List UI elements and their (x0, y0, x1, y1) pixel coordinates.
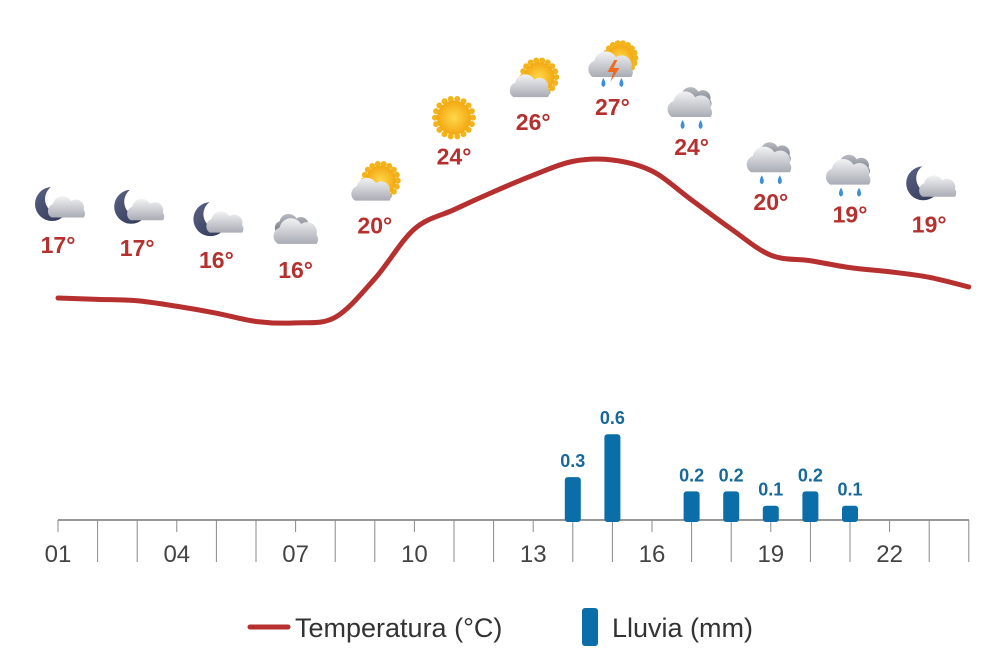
x-tick-label: 19 (757, 541, 784, 568)
moon-cloud-icon (906, 163, 957, 201)
temperature-label: 24° (674, 134, 709, 160)
temperature-label: 19° (912, 211, 947, 237)
temperature-label: 24° (437, 144, 472, 170)
rain-bar (564, 477, 581, 522)
rain-cloud-icon (667, 87, 713, 130)
temperature-label: 27° (595, 94, 630, 120)
x-tick-label: 01 (45, 541, 72, 568)
rain-bar (802, 491, 819, 522)
temperature-label: 19° (833, 202, 868, 228)
temperature-label: 17° (120, 235, 155, 261)
temperature-label: 26° (516, 109, 551, 135)
sun-cloud-icon (351, 160, 401, 201)
rain-bar (723, 491, 740, 522)
x-tick-label: 04 (163, 541, 190, 568)
temperature-label: 20° (753, 189, 788, 215)
legend-temperature-label: Temperatura (°C) (295, 613, 502, 643)
rain-label: 0.1 (837, 480, 862, 500)
rain-label: 0.2 (679, 465, 704, 485)
moon-cloud-icon (193, 199, 244, 237)
temperature-label: 17° (41, 232, 76, 258)
rain-bar (762, 505, 779, 522)
legend: Temperatura (°C) Lluvia (mm) (247, 608, 753, 646)
temperature-labels: 17° 17° 16° 16° 20° 24° 26° 27° 24° 20° 19° 19° (41, 94, 947, 283)
temperature-label: 16° (199, 247, 234, 273)
temperature-label: 16° (278, 257, 313, 283)
rain-labels: 0.3 0.6 0.2 0.2 0.1 0.2 0.1 (560, 408, 862, 500)
rain-label: 0.6 (600, 408, 625, 428)
sun-icon (432, 95, 476, 140)
weather-icons (35, 40, 957, 244)
rain-bars (564, 434, 858, 522)
legend-rain-swatch (582, 608, 598, 646)
rain-label: 0.3 (560, 451, 585, 471)
thunderstorm-icon (588, 40, 639, 87)
x-tick-label: 22 (876, 541, 903, 568)
rain-label: 0.1 (758, 480, 783, 500)
temperature-line (55, 156, 972, 326)
moon-cloud-icon (35, 184, 86, 221)
x-tick-label: 16 (639, 541, 666, 568)
rain-bar (683, 491, 700, 522)
x-tick-label: 13 (520, 541, 547, 568)
legend-rain-label: Lluvia (mm) (612, 613, 753, 643)
rain-label: 0.2 (719, 465, 744, 485)
rain-cloud-icon (825, 154, 871, 197)
rain-cloud-icon (746, 142, 792, 185)
moon-cloud-icon (114, 186, 165, 224)
rain-bar (842, 505, 858, 522)
rain-bar (604, 434, 621, 522)
temperature-label: 20° (357, 213, 392, 239)
x-tick-label: 07 (282, 541, 309, 568)
x-tick-label: 10 (401, 541, 428, 568)
x-axis: 01 04 07 10 13 16 19 22 (45, 519, 970, 568)
sun-cloud-icon (509, 57, 560, 98)
rain-label: 0.2 (798, 465, 823, 485)
cloud-icon (273, 213, 319, 244)
